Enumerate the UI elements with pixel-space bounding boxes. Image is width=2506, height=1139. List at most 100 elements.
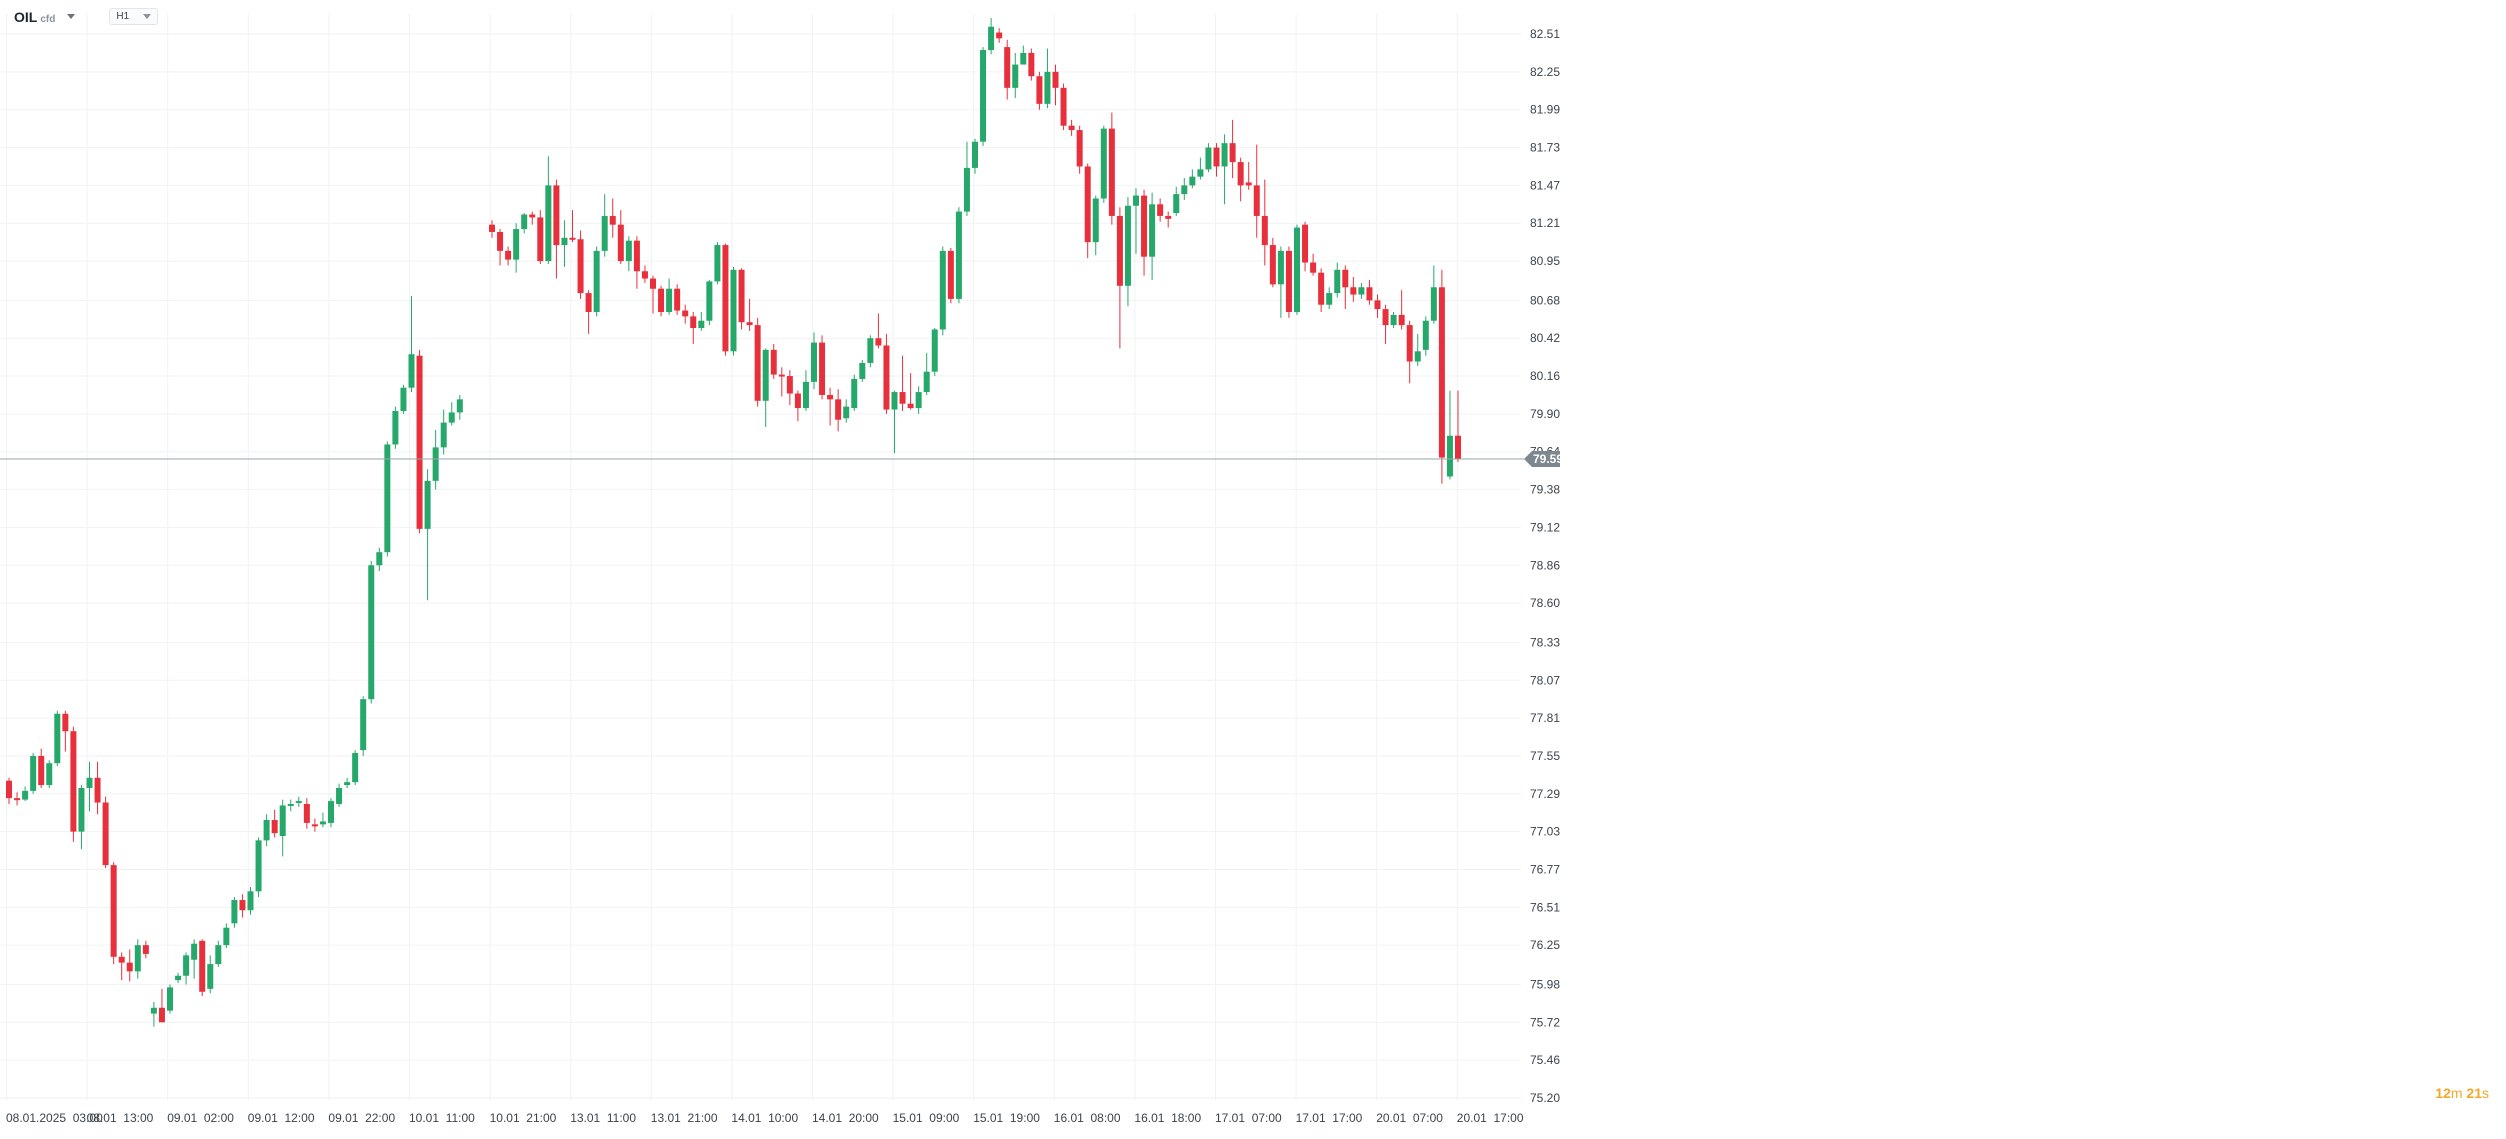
candle-body bbox=[1390, 314, 1397, 326]
candle-body bbox=[851, 378, 858, 409]
candle-up bbox=[625, 236, 632, 272]
y-tick-label: 75.72 bbox=[1530, 1015, 1560, 1029]
candle-body bbox=[199, 940, 206, 992]
candle-down bbox=[1245, 162, 1252, 190]
chevron-down-icon[interactable] bbox=[67, 14, 76, 19]
candle-up bbox=[802, 370, 809, 411]
candle-body bbox=[682, 310, 689, 317]
candle-down bbox=[794, 390, 801, 422]
candle-up bbox=[336, 783, 343, 807]
candle-body bbox=[867, 338, 874, 363]
current-price-label: 79.59 bbox=[1533, 452, 1563, 466]
candle-body bbox=[1326, 293, 1333, 305]
candle-down bbox=[674, 284, 681, 315]
candle-down bbox=[1028, 48, 1035, 81]
x-tick-label: 09.01 12:00 bbox=[248, 1111, 315, 1125]
candle-body bbox=[86, 777, 93, 788]
y-tick-label: 79.38 bbox=[1530, 483, 1560, 497]
candle-body bbox=[30, 755, 37, 791]
candle-body bbox=[263, 819, 270, 841]
x-tick-label: 09.01 22:00 bbox=[328, 1111, 395, 1125]
candle-up bbox=[384, 441, 391, 557]
candle-body bbox=[1406, 325, 1413, 362]
candle-up bbox=[1133, 188, 1139, 254]
candle-body bbox=[819, 342, 826, 395]
candle-up bbox=[191, 939, 198, 979]
candle-body bbox=[336, 787, 343, 804]
timer-seconds: 21 bbox=[2466, 1085, 2482, 1101]
candle-down bbox=[110, 862, 117, 965]
candle-up bbox=[319, 812, 326, 828]
candle-body bbox=[1294, 227, 1300, 313]
candle-down bbox=[738, 268, 745, 330]
candle-down bbox=[1398, 290, 1405, 330]
y-tick-label: 76.77 bbox=[1530, 862, 1560, 876]
timer-seconds-unit: s bbox=[2482, 1085, 2489, 1101]
candle-body bbox=[102, 802, 109, 866]
candle-up bbox=[295, 796, 302, 807]
x-tick-label: 13.01 11:00 bbox=[570, 1111, 636, 1125]
candle-body bbox=[352, 753, 359, 783]
candle-down bbox=[1076, 125, 1083, 174]
candle-body bbox=[811, 342, 817, 382]
candle-up bbox=[134, 939, 141, 979]
candle-body bbox=[601, 215, 608, 251]
candle-body bbox=[456, 399, 463, 413]
candle-up bbox=[1012, 52, 1019, 99]
candle-up bbox=[972, 138, 978, 174]
candle-body bbox=[1245, 182, 1252, 186]
candle-up bbox=[843, 399, 850, 423]
candle-up bbox=[1294, 224, 1300, 315]
candle-body bbox=[78, 787, 85, 832]
candle-down bbox=[1406, 320, 1413, 384]
candle-up bbox=[923, 352, 930, 395]
y-tick-label: 81.73 bbox=[1530, 141, 1560, 155]
candle-down bbox=[1165, 211, 1172, 228]
candle-body bbox=[424, 480, 431, 529]
x-tick-label: 15.01 09:00 bbox=[893, 1111, 960, 1125]
candle-down bbox=[142, 940, 149, 959]
candle-body bbox=[947, 250, 954, 299]
candle-body bbox=[650, 278, 656, 289]
candle-body bbox=[1237, 162, 1244, 186]
timeframe-selector[interactable]: H1 bbox=[109, 8, 159, 25]
candle-body bbox=[899, 392, 906, 404]
candle-down bbox=[907, 373, 914, 410]
candle-body bbox=[883, 345, 890, 410]
candle-up bbox=[183, 952, 190, 985]
candle-up bbox=[545, 156, 552, 264]
y-tick-label: 77.55 bbox=[1530, 749, 1560, 763]
candle-body bbox=[529, 214, 536, 218]
candle-up bbox=[1197, 157, 1204, 180]
candle-up bbox=[432, 429, 439, 490]
candle-down bbox=[819, 335, 826, 400]
y-tick-label: 79.12 bbox=[1530, 520, 1560, 534]
x-tick-label: 16.01 18:00 bbox=[1134, 1111, 1201, 1125]
candle-down bbox=[199, 939, 206, 997]
candle-body bbox=[577, 239, 584, 294]
candle-up bbox=[980, 47, 987, 147]
candle-body bbox=[1285, 250, 1292, 313]
candle-up bbox=[352, 750, 359, 786]
x-tick-label: 17.01 17:00 bbox=[1296, 1111, 1363, 1125]
candle-down bbox=[529, 211, 536, 225]
candle-down bbox=[1366, 279, 1373, 305]
candle-body bbox=[617, 224, 624, 262]
x-tick-label: 14.01 10:00 bbox=[731, 1111, 798, 1125]
candle-down bbox=[650, 275, 656, 314]
candle-body bbox=[585, 293, 592, 313]
candle-down bbox=[690, 312, 697, 345]
chevron-down-icon bbox=[143, 14, 152, 19]
candle-body bbox=[295, 801, 302, 804]
candle-body bbox=[54, 713, 61, 764]
candle-body bbox=[1197, 169, 1204, 177]
candle-body bbox=[142, 945, 149, 954]
candle-up bbox=[223, 923, 230, 949]
candle-body bbox=[972, 141, 978, 168]
candle-body bbox=[191, 943, 198, 960]
candle-up bbox=[78, 785, 85, 850]
candle-body bbox=[996, 32, 1003, 39]
candle-up bbox=[175, 972, 182, 984]
symbol-selector[interactable]: OIL cfd bbox=[14, 9, 55, 25]
